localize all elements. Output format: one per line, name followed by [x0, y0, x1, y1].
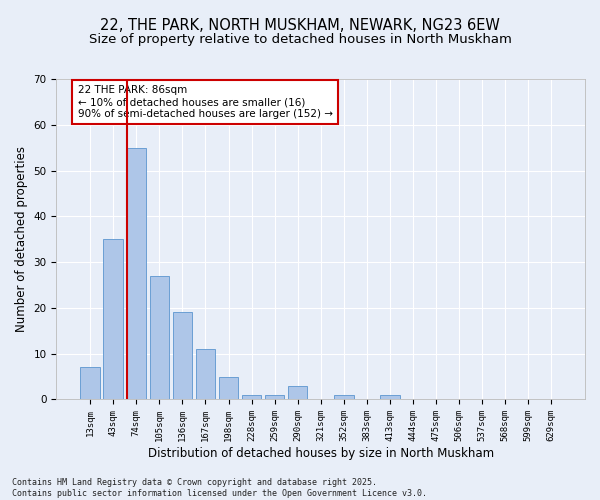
Bar [80, 368, 100, 400]
Bar [173, 312, 192, 400]
Bar [334, 395, 353, 400]
Text: Contains HM Land Registry data © Crown copyright and database right 2025.
Contai: Contains HM Land Registry data © Crown c… [12, 478, 427, 498]
Bar [103, 239, 123, 400]
Bar [380, 395, 400, 400]
Bar [127, 148, 146, 400]
Bar [265, 395, 284, 400]
Y-axis label: Number of detached properties: Number of detached properties [15, 146, 28, 332]
Bar [288, 386, 307, 400]
Bar [196, 349, 215, 400]
Bar [149, 276, 169, 400]
Text: 22 THE PARK: 86sqm
← 10% of detached houses are smaller (16)
90% of semi-detache: 22 THE PARK: 86sqm ← 10% of detached hou… [77, 86, 332, 118]
Bar [219, 376, 238, 400]
X-axis label: Distribution of detached houses by size in North Muskham: Distribution of detached houses by size … [148, 447, 494, 460]
Bar [242, 395, 262, 400]
Text: 22, THE PARK, NORTH MUSKHAM, NEWARK, NG23 6EW: 22, THE PARK, NORTH MUSKHAM, NEWARK, NG2… [100, 18, 500, 32]
Text: Size of property relative to detached houses in North Muskham: Size of property relative to detached ho… [89, 32, 511, 46]
